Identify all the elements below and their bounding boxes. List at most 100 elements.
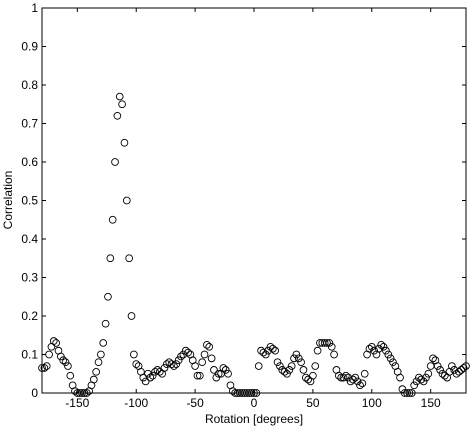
data-point — [353, 377, 362, 386]
data-point — [89, 375, 98, 384]
data-point — [459, 364, 468, 372]
data-point — [177, 352, 185, 361]
data-point — [403, 389, 411, 397]
data-point — [153, 366, 162, 374]
data-point — [417, 375, 426, 384]
data-point — [207, 354, 216, 363]
y-tick-label: 0 — [31, 386, 38, 400]
data-point — [66, 371, 75, 380]
data-point — [351, 373, 360, 382]
data-point — [323, 339, 331, 347]
data-point — [462, 362, 470, 370]
data-point — [304, 375, 313, 384]
x-tick-label: 0 — [251, 396, 258, 410]
data-point — [259, 348, 268, 357]
data-point — [424, 369, 433, 378]
data-point — [106, 254, 115, 263]
data-point — [205, 342, 214, 351]
data-point — [268, 344, 277, 353]
data-point — [203, 341, 211, 349]
data-point — [160, 364, 169, 372]
y-tick-label: 0.6 — [21, 155, 38, 169]
data-point — [38, 364, 46, 372]
data-point — [228, 387, 237, 395]
data-point — [127, 312, 136, 320]
data-point — [396, 373, 404, 382]
data-point — [377, 341, 386, 349]
data-point — [212, 373, 221, 382]
data-point — [193, 371, 202, 380]
data-point — [330, 350, 338, 359]
data-point — [386, 354, 395, 363]
data-point — [141, 377, 150, 386]
data-point — [398, 385, 407, 394]
data-point — [285, 366, 294, 374]
data-point — [356, 381, 364, 390]
data-point — [181, 346, 190, 355]
x-tick-label: -150 — [65, 396, 89, 410]
y-axis-label: Correlation — [1, 171, 15, 230]
data-point — [42, 362, 51, 370]
data-point — [452, 369, 461, 378]
data-point — [382, 346, 390, 355]
data-point — [125, 254, 134, 263]
data-point — [59, 356, 68, 365]
data-point — [49, 337, 58, 345]
data-point — [132, 360, 141, 368]
data-point — [210, 366, 218, 374]
data-point — [64, 362, 72, 370]
data-point — [365, 344, 374, 353]
data-point — [71, 387, 79, 395]
data-point — [108, 215, 117, 224]
y-tick-label: 0.9 — [21, 40, 38, 54]
data-point — [287, 362, 296, 370]
data-point — [219, 364, 228, 372]
x-axis-label: Rotation [degrees] — [205, 412, 303, 426]
data-point — [111, 158, 119, 166]
data-point — [360, 369, 369, 378]
data-point — [92, 367, 101, 376]
data-point — [224, 369, 232, 378]
data-point — [309, 371, 317, 380]
y-tick-label: 0.5 — [21, 194, 38, 208]
data-point — [254, 362, 263, 370]
data-point — [101, 319, 110, 328]
data-point — [82, 389, 91, 397]
data-point — [358, 379, 367, 388]
data-point — [448, 362, 456, 370]
data-point — [261, 350, 270, 359]
data-point — [299, 366, 308, 374]
data-point — [99, 339, 108, 347]
data-point — [122, 196, 131, 205]
data-point — [280, 367, 289, 376]
data-point — [271, 346, 280, 355]
data-point — [438, 369, 447, 378]
data-point — [250, 389, 258, 397]
x-tick-label: -50 — [186, 396, 204, 410]
data-point — [370, 346, 378, 355]
y-tick-label: 1 — [31, 1, 38, 15]
data-point — [384, 350, 393, 359]
data-point — [405, 389, 414, 397]
y-tick-label: 0.8 — [21, 78, 38, 92]
data-point — [266, 342, 275, 351]
data-point — [313, 346, 322, 355]
data-point — [162, 360, 171, 368]
data-point — [440, 371, 449, 380]
data-point — [349, 375, 357, 384]
data-point — [457, 366, 466, 374]
data-point — [379, 342, 388, 351]
data-point — [113, 111, 122, 120]
data-point — [167, 360, 176, 368]
x-tick-label: 50 — [306, 396, 320, 410]
data-point — [429, 354, 437, 363]
data-point — [191, 362, 199, 370]
data-point — [214, 369, 223, 378]
data-point — [389, 358, 397, 367]
data-point — [290, 354, 298, 363]
data-point — [115, 92, 124, 101]
data-point — [172, 360, 181, 368]
data-point — [311, 362, 320, 370]
y-tick-label: 0.4 — [21, 232, 38, 246]
data-point — [252, 389, 261, 397]
